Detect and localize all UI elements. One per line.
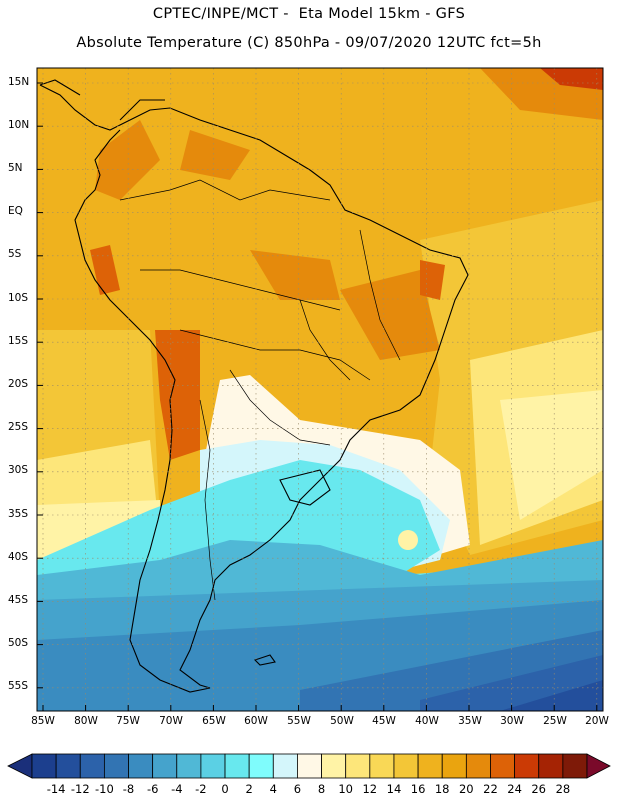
gridlines [37,68,603,711]
lon-label: 65W [202,715,226,727]
lon-label: 25W [543,715,567,727]
colorbar-label: -8 [122,782,135,796]
colorbar-cell [345,753,371,779]
colorbar-cell [176,753,202,779]
colorbar-label: -10 [94,782,114,796]
colorbar-cell [272,753,298,779]
colorbar-cell [393,753,419,779]
lon-label: 35W [458,715,482,727]
lat-label: 10N [8,119,30,131]
map-frame [36,67,604,712]
lat-label: 55S [8,680,29,692]
colorbar-cell [538,753,564,779]
axis-ticks [37,82,598,711]
lat-label: 30S [8,464,29,476]
colorbar-label: 6 [293,782,302,796]
colorbar-cell [152,753,178,779]
lat-label: 5N [8,162,23,174]
colorbar-cell [369,753,395,779]
colorbar-cell [321,753,347,779]
colorbar-label: -12 [70,782,90,796]
colorbar-label: 0 [221,782,229,796]
lon-label: 85W [31,715,55,727]
lon-label: 30W [500,715,524,727]
colorbar-cell [103,753,129,779]
lat-label: 20S [8,378,29,390]
colorbar-label: -6 [146,782,159,796]
lon-label: 70W [159,715,183,727]
coastline [39,79,469,693]
chart-title-line1: CPTEC/INPE/MCT - Eta Model 15km - GFS [152,6,466,22]
lat-label: 45S [8,594,29,606]
lon-label: 50W [330,715,354,727]
colorbar-cell [562,753,588,779]
lon-label: 45W [372,715,396,727]
lon-label: 20W [585,715,609,727]
colorbar-label: 2 [245,782,253,796]
colorbar-label: 12 [362,782,378,796]
colorbar-label: 20 [458,782,474,796]
colorbar-cell [128,753,154,779]
temperature-field [37,68,603,711]
colorbar-label: 16 [410,782,426,796]
lon-label: 80W [74,715,98,727]
colorbar-over-arrow [586,753,611,779]
colorbar-label: 14 [386,782,402,796]
lat-label: 10S [8,292,29,304]
colorbar [7,753,611,779]
lat-label: 15S [8,335,29,347]
chart-title-line2: Absolute Temperature (C) 850hPa - 09/07/… [76,35,542,51]
lat-label: 25S [8,421,29,433]
lon-label: 40W [415,715,439,727]
colorbar-label: 10 [338,782,353,796]
colorbar-cell [79,753,105,779]
lat-label: 35S [8,508,29,520]
colorbar-label: 28 [555,782,571,796]
lat-label: 15N [8,76,30,88]
lon-label: 75W [116,715,140,727]
colorbar-cell [224,753,250,779]
colorbar-label: 22 [483,782,498,796]
colorbar-cell [417,753,443,779]
colorbar-cell [31,753,57,779]
colorbar-cell [465,753,491,779]
colorbar-cell [55,753,81,779]
lon-label: 55W [287,715,311,727]
colorbar-label: 8 [317,782,326,796]
colorbar-cell [514,753,540,779]
colorbar-label: -2 [195,782,207,796]
colorbar-cell [200,753,226,779]
colorbar-cell [248,753,274,779]
colorbar-label: 24 [507,782,522,796]
lon-label: 60W [244,715,268,727]
lat-label: 5S [8,248,22,260]
colorbar-label: -14 [46,782,66,796]
colorbar-under-arrow [7,753,33,779]
lat-label: 40S [8,551,29,563]
colorbar-cell [441,753,467,779]
colorbar-label: 18 [434,782,450,796]
country-borders [119,179,401,601]
colorbar-cell [297,753,322,779]
colorbar-cell [490,753,516,779]
colorbar-label: 26 [531,782,546,796]
colorbar-label: 4 [269,782,277,796]
lat-label: 50S [8,637,29,649]
lat-label: EQ [8,205,23,217]
colorbar-label: -4 [171,782,183,796]
